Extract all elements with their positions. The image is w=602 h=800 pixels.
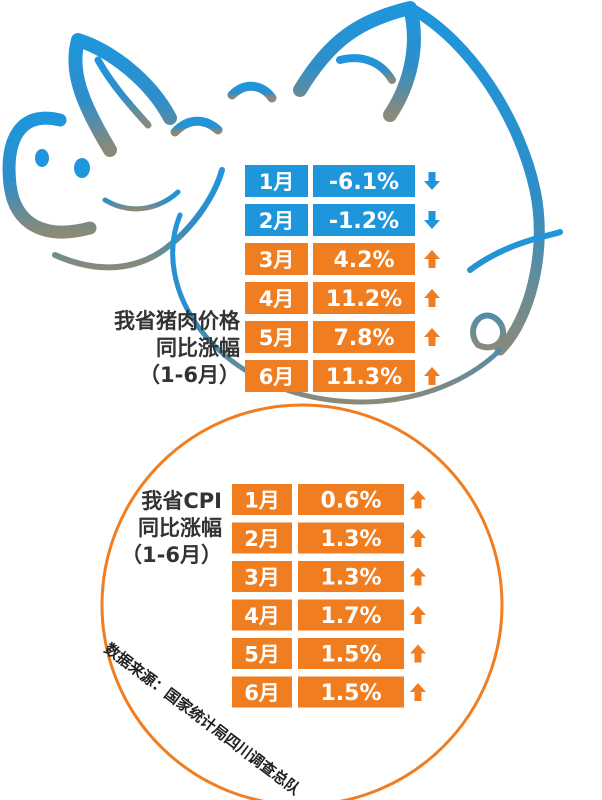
cpi-month-cell: [232, 484, 292, 515]
up-arrow-icon: [424, 289, 440, 307]
pork-value-label: 11.3%: [326, 365, 402, 390]
cpi-title-line-1: 我省CPI: [141, 489, 222, 513]
pork-month-cell: [245, 321, 308, 353]
pork-month-cell: [245, 165, 308, 197]
cpi-month-cell: [232, 638, 292, 669]
pork-value-label: 7.8%: [333, 326, 394, 351]
up-arrow-icon: [410, 490, 426, 509]
cpi-value-label: 1.3%: [320, 566, 381, 591]
pig-illustration: [2, 1, 563, 405]
pork-value-cell: [313, 360, 415, 392]
pork-row: 1月 -6.1%: [245, 165, 440, 197]
pork-title-line-3: （1-6月）: [139, 363, 240, 387]
cpi-row: 3月 1.3%: [232, 561, 426, 592]
pork-value-label: -6.1%: [329, 170, 399, 195]
pork-month-cell: [245, 282, 308, 314]
cpi-value-label: 1.7%: [320, 604, 381, 629]
pork-month-label: 1月: [259, 170, 295, 194]
pig-body-arc: [170, 212, 503, 405]
pig-head-outline: [404, 2, 545, 356]
up-arrow-icon: [424, 367, 440, 385]
pork-month-label: 3月: [259, 248, 295, 272]
pig-eye-right: [227, 81, 277, 103]
cpi-value-label: 1.3%: [320, 527, 381, 552]
cpi-row: 5月 1.5%: [232, 638, 426, 669]
cpi-value-label: 1.5%: [320, 681, 381, 706]
cpi-table: 1月 0.6% 2月 1.3% 3月 1.3% 4月 1.7% 5月 1.5% 6月 1.5%: [232, 484, 426, 708]
cpi-title-line-3: （1-6月）: [121, 543, 222, 567]
pork-row: 4月 11.2%: [245, 282, 440, 314]
pig-left-ear-inner: [94, 56, 152, 129]
pig-nostril-left: [35, 149, 49, 167]
pork-row: 3月 4.2%: [245, 243, 440, 275]
pork-value-cell: [313, 321, 415, 353]
down-arrow-icon: [424, 172, 440, 190]
cpi-month-label: 3月: [244, 566, 280, 590]
cpi-month-cell: [232, 599, 292, 631]
cpi-row: 6月 1.5%: [232, 676, 426, 708]
cpi-value-label: 1.5%: [320, 643, 381, 668]
up-arrow-icon: [410, 644, 426, 663]
pork-month-label: 2月: [259, 209, 295, 233]
up-arrow-icon: [424, 250, 440, 268]
pork-value-cell: [313, 243, 415, 275]
cpi-month-cell: [232, 561, 292, 592]
pig-mouth: [52, 167, 225, 271]
cpi-month-label: 2月: [244, 527, 280, 551]
cpi-row: 2月 1.3%: [232, 522, 426, 554]
up-arrow-icon: [410, 606, 426, 624]
pig-nostril-right: [74, 158, 90, 178]
cpi-row: 1月 0.6%: [232, 484, 426, 515]
cpi-value-cell: [298, 676, 404, 708]
pork-month-label: 5月: [259, 326, 295, 350]
pig-tail: [467, 229, 563, 351]
up-arrow-icon: [410, 683, 426, 701]
pork-title-line-2: 同比涨幅: [156, 336, 240, 360]
cpi-row: 4月 1.7%: [232, 599, 426, 631]
pork-row: 2月 -1.2%: [245, 204, 440, 236]
cpi-value-cell: [298, 484, 404, 515]
pork-title: 我省猪肉价格 同比涨幅 （1-6月）: [70, 308, 240, 389]
cpi-month-cell: [232, 676, 292, 708]
cpi-month-label: 4月: [244, 604, 280, 628]
pork-month-label: 4月: [259, 287, 295, 311]
cpi-month-label: 1月: [244, 489, 280, 513]
pork-value-label: 4.2%: [333, 248, 394, 273]
pork-month-cell: [245, 243, 308, 275]
pig-snout: [2, 111, 97, 239]
pork-row: 6月 11.3%: [245, 360, 440, 392]
cpi-title: 我省CPI 同比涨幅 （1-6月）: [90, 488, 222, 569]
pork-title-line-1: 我省猪肉价格: [114, 309, 240, 333]
up-arrow-icon: [424, 328, 440, 346]
pork-price-table: 1月 -6.1% 2月 -1.2% 3月 4.2% 4月 11.2% 5月 7.8% 6月 11.3%: [245, 165, 440, 392]
pork-month-label: 6月: [259, 365, 295, 389]
cpi-value-cell: [298, 599, 404, 631]
pork-month-cell: [245, 360, 308, 392]
cpi-value-cell: [298, 522, 404, 554]
cpi-circle: [100, 403, 504, 800]
pork-value-label: -1.2%: [329, 209, 399, 234]
pig-cheek: [102, 189, 181, 212]
cpi-title-line-2: 同比涨幅: [138, 516, 222, 540]
pork-month-cell: [245, 204, 308, 236]
pork-value-cell: [313, 282, 415, 314]
cpi-value-label: 0.6%: [320, 489, 381, 514]
pork-row: 5月 7.8%: [245, 321, 440, 353]
up-arrow-icon: [410, 567, 426, 586]
pig-left-ear: [68, 33, 177, 157]
pork-value-cell: [313, 204, 415, 236]
down-arrow-icon: [424, 211, 440, 229]
cpi-month-cell: [232, 522, 292, 554]
cpi-value-cell: [298, 638, 404, 669]
pork-value-label: 11.2%: [326, 287, 402, 312]
cpi-value-cell: [298, 561, 404, 592]
pork-value-cell: [313, 165, 415, 197]
pig-right-ear-inner: [336, 54, 396, 84]
cpi-month-label: 5月: [244, 643, 280, 667]
pig-eye-left: [170, 116, 223, 137]
up-arrow-icon: [410, 529, 426, 547]
cpi-month-label: 6月: [244, 681, 280, 705]
